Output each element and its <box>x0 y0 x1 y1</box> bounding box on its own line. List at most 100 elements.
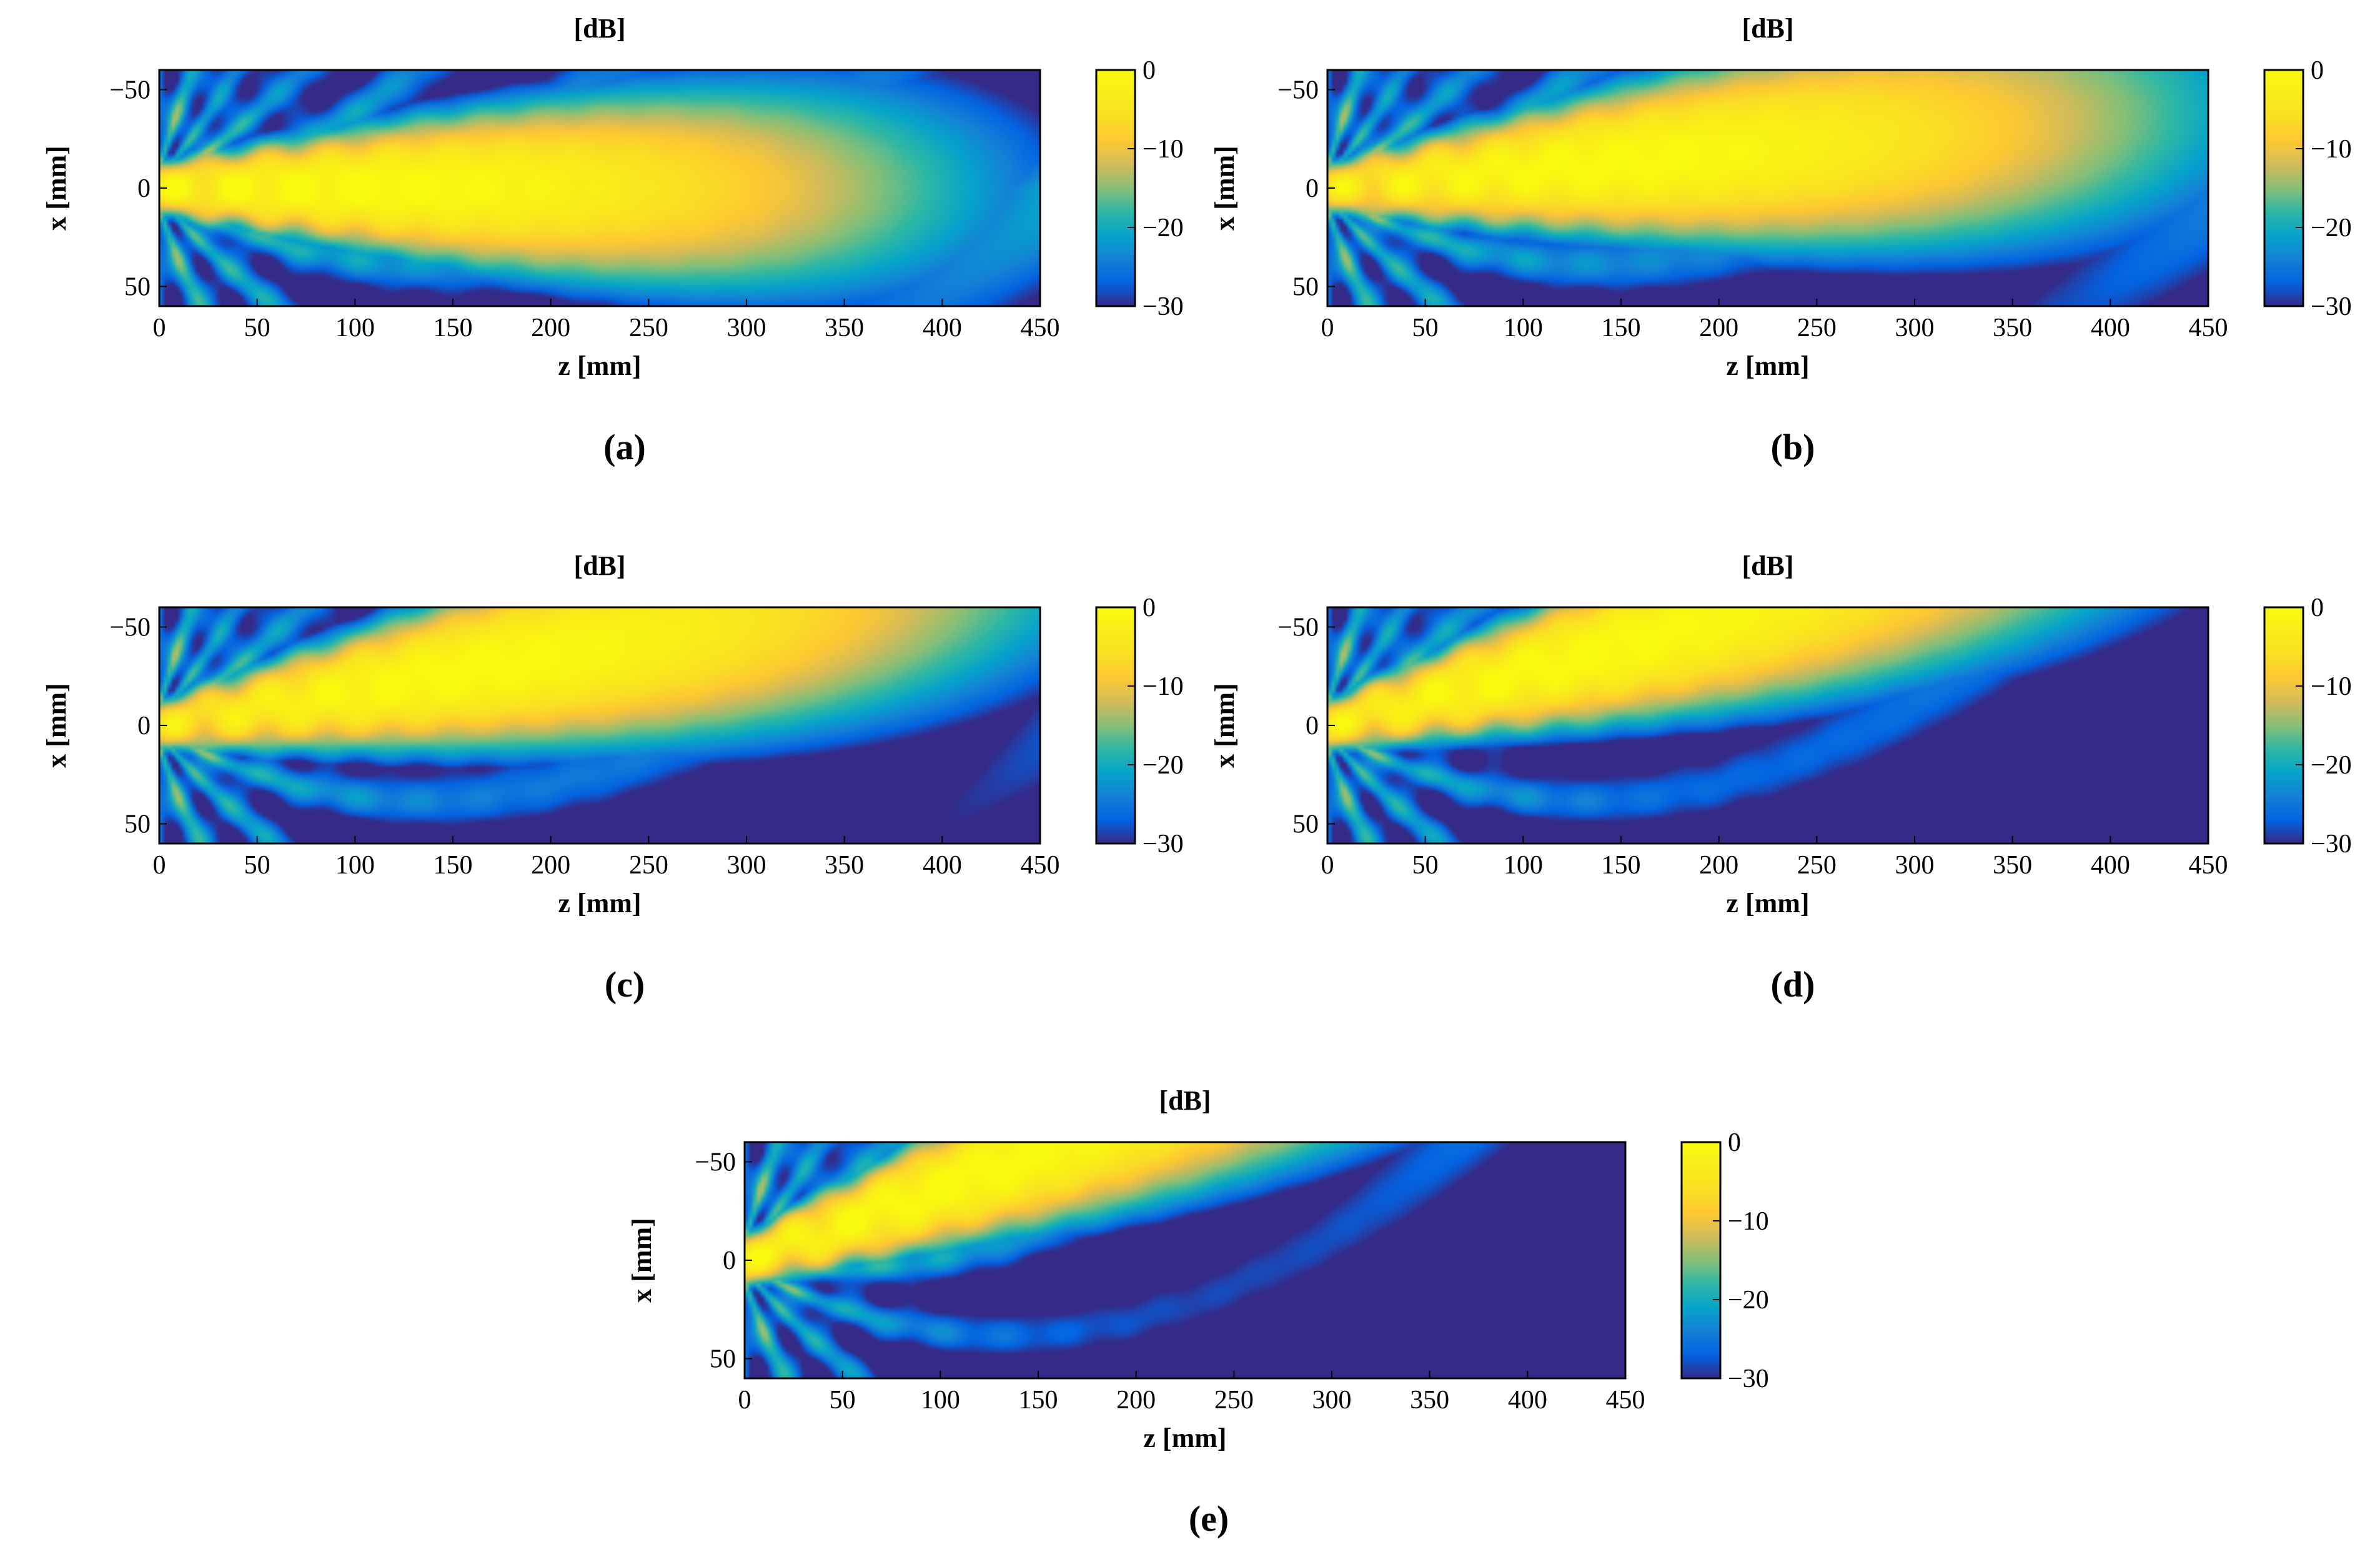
colorbar <box>2263 606 2304 845</box>
panel-label: (b) <box>1771 427 1815 467</box>
x-tick-label: 100 <box>921 1386 960 1415</box>
x-tick-label: 100 <box>335 314 375 342</box>
colorbar-tick-label: −30 <box>2311 830 2352 858</box>
x-tick-label: 350 <box>825 314 864 342</box>
x-tick-label: 400 <box>923 314 962 342</box>
colorbar-tick-label: −20 <box>1728 1286 1769 1315</box>
x-tick-label: 150 <box>1019 1386 1058 1415</box>
x-axis-label: z [mm] <box>1726 888 1809 918</box>
colorbar-tick-label: −10 <box>1143 135 1184 164</box>
colorbar-tick-label: −30 <box>1728 1365 1769 1393</box>
plot-title: [dB] <box>573 13 625 44</box>
x-tick-label: 300 <box>1895 314 1935 342</box>
y-tick-label: 50 <box>1292 273 1319 302</box>
x-tick-label: 50 <box>244 314 270 342</box>
y-tick-label: −50 <box>109 76 151 105</box>
x-tick-label: 100 <box>335 851 375 880</box>
panel-label: (e) <box>1189 1498 1229 1539</box>
x-tick-label: 200 <box>531 314 570 342</box>
colorbar-tick-label: −30 <box>2311 292 2352 321</box>
x-tick-label: 450 <box>1606 1386 1645 1415</box>
y-axis-label: x [mm] <box>1209 683 1240 768</box>
x-tick-label: 350 <box>1993 851 2032 880</box>
x-axis-label: z [mm] <box>558 351 641 381</box>
panel-label: (c) <box>605 964 645 1005</box>
x-tick-label: 0 <box>1321 851 1334 880</box>
colorbar-tick-label: 0 <box>1143 56 1156 85</box>
colorbar <box>1095 606 1136 845</box>
y-tick-label: 0 <box>137 712 151 740</box>
x-tick-label: 450 <box>2189 851 2228 880</box>
x-tick-label: 200 <box>1699 314 1738 342</box>
x-tick-label: 450 <box>2189 314 2228 342</box>
colorbar-tick-label: −10 <box>2311 135 2352 164</box>
x-axis-label: z [mm] <box>1143 1423 1226 1453</box>
colorbar-tick-label: 0 <box>1728 1128 1741 1157</box>
colorbar-tick-label: −20 <box>1143 214 1184 242</box>
y-tick-label: 50 <box>124 810 151 839</box>
colorbar <box>1095 69 1136 307</box>
plot-title: [dB] <box>1159 1085 1211 1116</box>
x-tick-label: 300 <box>727 314 766 342</box>
x-tick-label: 150 <box>434 851 473 880</box>
x-tick-label: 250 <box>629 314 668 342</box>
x-tick-label: 300 <box>1312 1386 1352 1415</box>
colorbar <box>2263 69 2304 307</box>
x-tick-label: 250 <box>629 851 668 880</box>
x-tick-label: 250 <box>1214 1386 1254 1415</box>
x-tick-label: 300 <box>727 851 766 880</box>
colorbar-tick-label: 0 <box>2311 594 2324 622</box>
x-tick-label: 450 <box>1021 314 1060 342</box>
y-tick-label: 0 <box>137 174 151 203</box>
panel-label: (a) <box>603 427 646 467</box>
x-tick-label: 200 <box>531 851 570 880</box>
heatmap-image <box>159 70 1040 306</box>
y-tick-label: 50 <box>710 1345 736 1374</box>
heatmap-image <box>159 607 1040 843</box>
x-tick-label: 350 <box>1410 1386 1449 1415</box>
x-tick-label: 50 <box>1412 314 1439 342</box>
y-tick-label: 50 <box>1292 810 1319 839</box>
colorbar-tick-label: −20 <box>2311 214 2352 242</box>
x-tick-label: 400 <box>2091 314 2130 342</box>
y-tick-label: −50 <box>109 614 151 642</box>
y-axis-label: x [mm] <box>1209 146 1240 231</box>
heatmap-image <box>1327 607 2208 843</box>
x-tick-label: 150 <box>1602 851 1641 880</box>
x-tick-label: 300 <box>1895 851 1935 880</box>
heatmap-image <box>745 1142 1625 1378</box>
colorbar-tick-label: −10 <box>1728 1207 1769 1236</box>
x-tick-label: 250 <box>1797 851 1837 880</box>
x-tick-label: 100 <box>1504 314 1543 342</box>
colorbar <box>1680 1141 1722 1380</box>
x-tick-label: 400 <box>923 851 962 880</box>
x-tick-label: 200 <box>1116 1386 1156 1415</box>
x-tick-label: 350 <box>825 851 864 880</box>
x-tick-label: 200 <box>1699 851 1738 880</box>
x-tick-label: 150 <box>1602 314 1641 342</box>
colorbar-tick-label: −10 <box>2311 672 2352 701</box>
x-tick-label: 0 <box>738 1386 751 1415</box>
x-tick-label: 50 <box>830 1386 856 1415</box>
plot-title: [dB] <box>1742 13 1793 44</box>
plot-title: [dB] <box>573 550 625 581</box>
x-tick-label: 150 <box>434 314 473 342</box>
heatmap-image <box>1327 70 2208 306</box>
colorbar-tick-label: −30 <box>1143 292 1184 321</box>
x-tick-label: 0 <box>153 851 166 880</box>
y-tick-label: 0 <box>1306 174 1319 203</box>
y-tick-label: 0 <box>723 1246 736 1275</box>
x-tick-label: 50 <box>244 851 270 880</box>
colorbar-tick-label: −20 <box>1143 751 1184 780</box>
colorbar-tick-label: −20 <box>2311 751 2352 780</box>
x-tick-label: 100 <box>1504 851 1543 880</box>
x-tick-label: 400 <box>1508 1386 1547 1415</box>
panel-label: (d) <box>1771 964 1815 1005</box>
y-tick-label: 0 <box>1306 712 1319 740</box>
y-axis-label: x [mm] <box>41 146 72 231</box>
